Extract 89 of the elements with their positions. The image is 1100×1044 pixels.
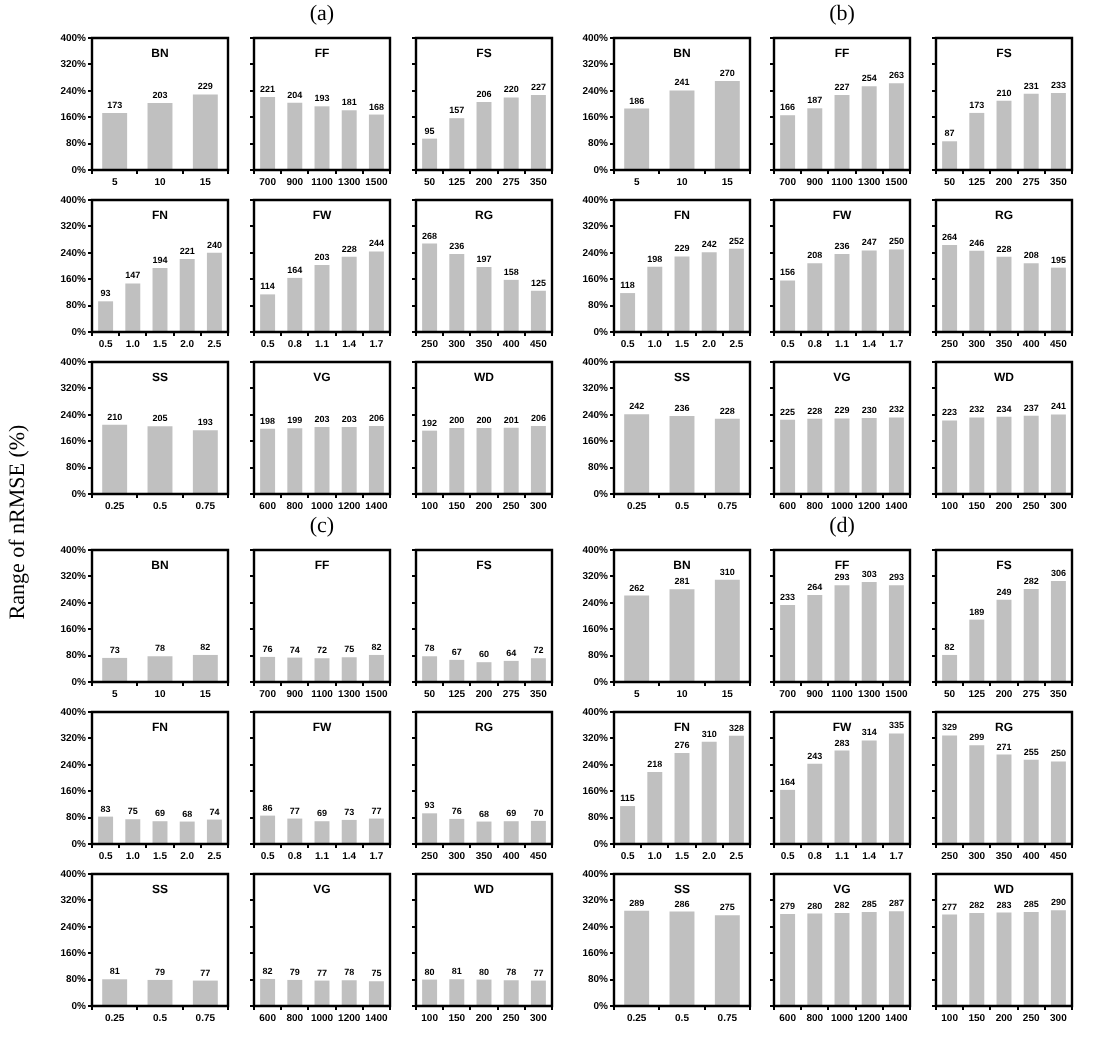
bar — [1023, 263, 1039, 331]
bar — [179, 259, 195, 331]
bar — [314, 106, 330, 169]
bar — [996, 599, 1012, 681]
bar — [422, 138, 438, 169]
bar — [969, 250, 985, 331]
bar — [1023, 93, 1039, 169]
bar — [728, 248, 744, 331]
bar — [192, 94, 218, 169]
bar — [780, 115, 796, 169]
bar — [834, 95, 850, 169]
bar — [888, 249, 904, 331]
bar — [647, 772, 663, 843]
bar — [996, 256, 1012, 331]
bar — [1050, 93, 1066, 169]
text: (c) — [309, 514, 335, 538]
bar — [969, 619, 985, 681]
bar — [287, 277, 303, 331]
bar — [834, 254, 850, 331]
bar — [287, 102, 303, 169]
bar — [624, 108, 650, 169]
bar — [647, 266, 663, 331]
bar — [260, 97, 276, 169]
bar — [701, 252, 717, 331]
bar — [624, 595, 650, 681]
bar — [152, 267, 168, 331]
bar — [530, 95, 546, 169]
bar — [674, 256, 690, 331]
bar — [714, 80, 740, 169]
bar — [147, 103, 173, 169]
bar — [206, 252, 222, 331]
bar — [449, 254, 465, 331]
bar — [942, 244, 958, 331]
bar — [942, 735, 958, 843]
bar — [368, 251, 384, 331]
bar — [341, 256, 357, 331]
bar — [669, 589, 695, 681]
text: (b) — [829, 2, 855, 26]
bar — [530, 290, 546, 331]
text: (a) — [309, 2, 335, 26]
bar — [1050, 761, 1066, 843]
bar — [669, 90, 695, 169]
bar — [942, 141, 958, 169]
bar — [996, 754, 1012, 843]
bar — [888, 733, 904, 843]
bar — [807, 763, 823, 843]
bar — [341, 110, 357, 169]
bar — [807, 594, 823, 681]
bar — [449, 118, 465, 169]
bar — [861, 86, 877, 169]
bar — [942, 654, 958, 681]
bar — [476, 266, 492, 331]
bar — [674, 752, 690, 843]
bar — [861, 582, 877, 681]
bar — [780, 605, 796, 681]
bar — [260, 294, 276, 331]
bar — [888, 585, 904, 681]
bar — [888, 83, 904, 169]
bar — [125, 283, 141, 331]
bar — [620, 293, 636, 331]
bar — [314, 265, 330, 331]
bar — [422, 243, 438, 331]
bar — [780, 280, 796, 331]
bar — [807, 263, 823, 331]
text: (d) — [829, 514, 855, 538]
bar — [1050, 581, 1066, 681]
bar — [807, 108, 823, 169]
bar — [780, 789, 796, 843]
y-axis-title: Range of nRMSE (%) — [6, 424, 30, 620]
bar — [834, 750, 850, 843]
bar — [368, 114, 384, 169]
bar — [503, 279, 519, 331]
bar — [861, 740, 877, 843]
bar — [728, 735, 744, 843]
bar — [1023, 759, 1039, 843]
bar — [969, 112, 985, 169]
bar — [98, 301, 114, 331]
bar — [701, 741, 717, 843]
bar — [969, 745, 985, 843]
bar — [861, 250, 877, 331]
bar — [620, 806, 636, 843]
bar — [102, 112, 128, 169]
bar — [714, 579, 740, 681]
bar — [834, 585, 850, 681]
bar — [476, 102, 492, 169]
bar — [996, 100, 1012, 169]
bar — [1050, 267, 1066, 331]
bar — [503, 97, 519, 169]
bar — [1023, 588, 1039, 681]
